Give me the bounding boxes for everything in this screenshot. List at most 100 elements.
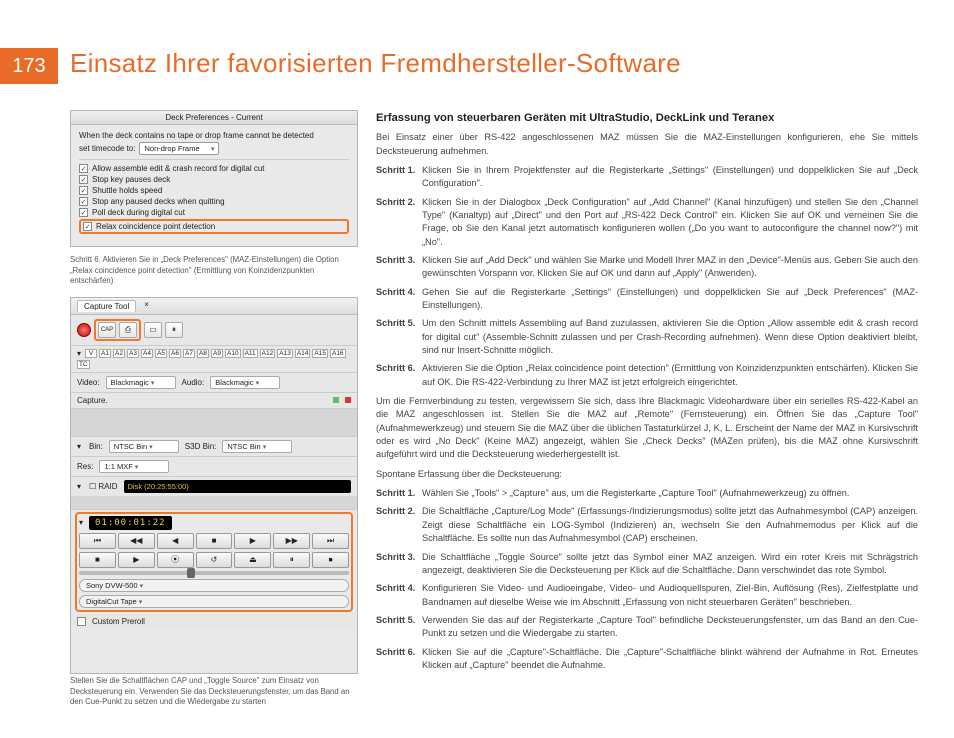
track-a[interactable]: A10: [225, 349, 241, 358]
track-a[interactable]: A4: [141, 349, 153, 358]
track-strip: ▾ V A1 A2 A3 A4 A5 A6 A7 A8 A9 A10 A11 A…: [71, 346, 357, 373]
track-a[interactable]: A11: [243, 349, 258, 358]
track-a[interactable]: A6: [169, 349, 181, 358]
window-title: Deck Preferences - Current: [71, 111, 357, 125]
deck-name[interactable]: Sony DVW-500: [79, 579, 349, 592]
para-c: Spontane Erfassung über die Decksteuerun…: [376, 468, 918, 481]
capture-tool-screenshot: Capture Tool × CAP ⎙ ▭ ⏸ ▾ V A1 A2: [70, 297, 358, 675]
track-a[interactable]: A2: [113, 349, 125, 358]
bin-label: Bin:: [89, 442, 103, 451]
step-label: Schritt 3.: [376, 551, 422, 578]
checkbox-icon[interactable]: ✓: [83, 222, 92, 231]
checkbox-icon[interactable]: ✓: [79, 175, 88, 184]
track-a[interactable]: A1: [99, 349, 111, 358]
check-1: Allow assemble edit & crash record for d…: [92, 164, 265, 173]
close-icon[interactable]: ×: [144, 300, 149, 312]
track-a[interactable]: A5: [155, 349, 167, 358]
audio-select[interactable]: Blackmagic: [210, 376, 280, 389]
step: Schritt 1.Klicken Sie in Ihrem Projektfe…: [376, 164, 918, 191]
audio-label: Audio:: [182, 378, 205, 387]
bin-select[interactable]: NTSC Bin: [109, 440, 179, 453]
toggle-source-button[interactable]: ⎙: [119, 322, 137, 338]
shuttle-slider[interactable]: [79, 571, 349, 575]
transport-prev[interactable]: ⏮: [79, 533, 116, 549]
checkbox-icon[interactable]: ✓: [79, 164, 88, 173]
step: Schritt 5.Um den Schnitt mittels Assembl…: [376, 317, 918, 357]
transport-play[interactable]: ▶: [234, 533, 271, 549]
track-a[interactable]: A9: [211, 349, 223, 358]
video-label: Video:: [77, 378, 100, 387]
deck-control-panel: ▾ 01:00:01:22 ⏮ ◀◀ ◀ ■ ▶ ▶▶ ⏭ ■ ▶: [75, 512, 353, 612]
checkbox-icon[interactable]: ✓: [79, 186, 88, 195]
record-button[interactable]: [77, 323, 91, 337]
check-4: Stop any paused decks when quitting: [92, 197, 225, 206]
step: Schritt 6.Aktivieren Sie die Option „Rel…: [376, 362, 918, 389]
track-a[interactable]: A8: [197, 349, 209, 358]
para-b: Um die Fernverbindung zu testen, vergewi…: [376, 395, 918, 462]
step: Schritt 4.Gehen Sie auf die Registerkart…: [376, 286, 918, 313]
step-text: Konfigurieren Sie Video- und Audioeingab…: [422, 582, 918, 609]
intro-para: Bei Einsatz einer über RS-422 angeschlos…: [376, 131, 918, 158]
res-select[interactable]: 1:1 MXF: [99, 460, 169, 473]
body-text: Erfassung von steuerbaren Geräten mit Ul…: [376, 110, 918, 718]
step: Schritt 6.Klicken Sie auf die „Capture"-…: [376, 646, 918, 673]
page-title: Einsatz Ihrer favorisierten Fremdherstel…: [70, 48, 681, 79]
transport-next[interactable]: ⏭: [312, 533, 349, 549]
s3d-label: S3D Bin:: [185, 442, 217, 451]
raid-checkbox[interactable]: ☐ RAID: [89, 482, 118, 491]
check-5: Poll deck during digital cut: [92, 208, 185, 217]
transport-btn[interactable]: ⏹: [312, 552, 349, 568]
cap-button[interactable]: CAP: [98, 322, 116, 338]
step-label: Schritt 5.: [376, 317, 422, 357]
track-a[interactable]: A15: [312, 349, 328, 358]
transport-back[interactable]: ◀: [157, 533, 194, 549]
res-label: Res:: [77, 462, 93, 471]
step: Schritt 1.Wählen Sie „Tools" > „Capture"…: [376, 487, 918, 500]
step-label: Schritt 3.: [376, 254, 422, 281]
timecode-select[interactable]: Non-drop Frame: [139, 142, 219, 155]
step: Schritt 4.Konfigurieren Sie Video- und A…: [376, 582, 918, 609]
transport-fwd[interactable]: ▶▶: [273, 533, 310, 549]
track-a[interactable]: A13: [277, 349, 293, 358]
transport-btn[interactable]: ⏸: [273, 552, 310, 568]
tool-button[interactable]: ▭: [144, 322, 162, 338]
checkbox-icon[interactable]: ✓: [79, 208, 88, 217]
transport-btn[interactable]: ↺: [196, 552, 233, 568]
track-a[interactable]: A3: [127, 349, 139, 358]
track-a[interactable]: A7: [183, 349, 195, 358]
step-label: Schritt 1.: [376, 164, 422, 191]
checkbox-icon[interactable]: [77, 617, 86, 626]
step-label: Schritt 6.: [376, 362, 422, 389]
track-a[interactable]: A14: [295, 349, 311, 358]
section-heading: Erfassung von steuerbaren Geräten mit Ul…: [376, 110, 918, 126]
track-tc[interactable]: TC: [77, 360, 90, 369]
transport-stop[interactable]: ■: [196, 533, 233, 549]
transport-rew[interactable]: ◀◀: [118, 533, 155, 549]
pref-text-1: When the deck contains no tape or drop f…: [79, 131, 349, 140]
step-label: Schritt 4.: [376, 286, 422, 313]
step-text: Klicken Sie auf die „Capture"-Schaltfläc…: [422, 646, 918, 673]
s3d-select[interactable]: NTSC Bin: [222, 440, 292, 453]
step-text: Klicken Sie in der Dialogbox „Deck Confi…: [422, 196, 918, 249]
video-select[interactable]: Blackmagic: [106, 376, 176, 389]
transport-btn[interactable]: ▶: [118, 552, 155, 568]
page-number: 173: [0, 48, 58, 84]
checkbox-icon[interactable]: ✓: [79, 197, 88, 206]
step: Schritt 5.Verwenden Sie das auf der Regi…: [376, 614, 918, 641]
track-a[interactable]: A16: [330, 349, 346, 358]
transport-btn[interactable]: ⦿: [157, 552, 194, 568]
track-v[interactable]: V: [85, 349, 97, 358]
timecode-display: 01:00:01:22: [89, 516, 172, 530]
tab-capture-tool[interactable]: Capture Tool: [77, 300, 136, 312]
step-label: Schritt 5.: [376, 614, 422, 641]
step-text: Die Schaltfläche „Capture/Log Mode" (Erf…: [422, 505, 918, 545]
check-3: Shuttle holds speed: [92, 186, 162, 195]
transport-btn[interactable]: ■: [79, 552, 116, 568]
tape-name[interactable]: DigitalCut Tape: [79, 595, 349, 608]
transport-btn[interactable]: ⏏: [234, 552, 271, 568]
step-text: Um den Schnitt mittels Assembling auf Ba…: [422, 317, 918, 357]
track-a[interactable]: A12: [260, 349, 276, 358]
tool-button[interactable]: ⏸: [165, 322, 183, 338]
check-2: Stop key pauses deck: [92, 175, 170, 184]
step-text: Aktivieren Sie die Option „Relax coincid…: [422, 362, 918, 389]
